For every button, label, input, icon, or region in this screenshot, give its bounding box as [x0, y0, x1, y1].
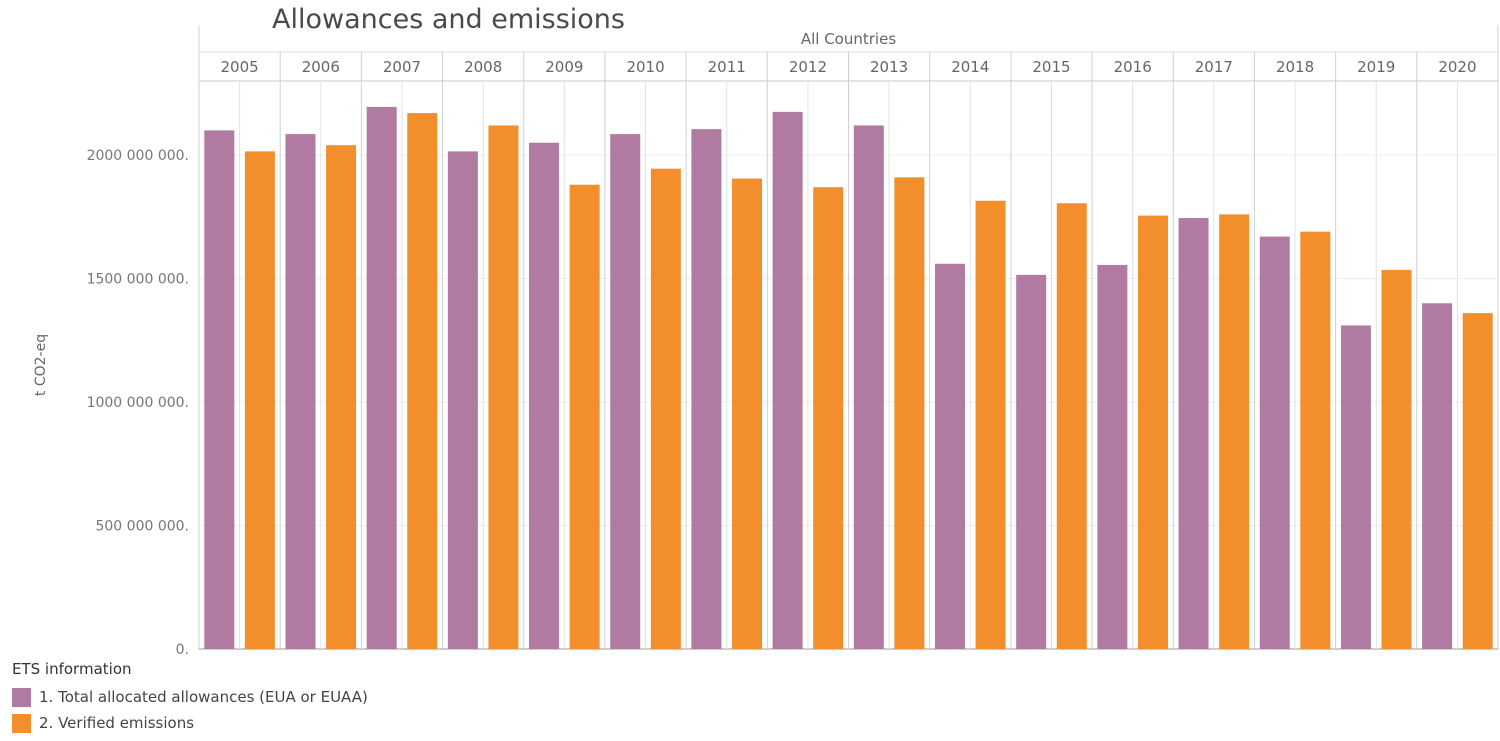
bar-allowances — [1259, 236, 1290, 649]
bar-allowances — [1016, 274, 1047, 649]
bar-allowances — [1097, 264, 1128, 649]
bar-emissions — [732, 178, 763, 649]
bar-emissions — [1381, 269, 1412, 649]
bar-allowances — [610, 134, 641, 650]
bar-allowances — [1178, 218, 1209, 650]
x-tick-label: 2014 — [951, 58, 989, 76]
bar-emissions — [569, 184, 600, 649]
bar-allowances — [934, 263, 965, 649]
legend-item-emissions[interactable]: 2. Verified emissions — [12, 710, 368, 736]
bar-chart: All Countries 0. 500 000 000. 1000 000 000.… — [33, 25, 1499, 658]
bar-emissions — [1462, 313, 1493, 649]
legend-swatch-emissions — [12, 713, 31, 733]
x-tick-label: 2013 — [870, 58, 908, 76]
bar-allowances — [1340, 325, 1371, 649]
x-tick-label: 2018 — [1276, 58, 1314, 76]
x-tick-label: 2005 — [221, 58, 259, 76]
bar-emissions — [975, 200, 1006, 649]
y-tick-label: 1000 000 000. — [87, 395, 189, 411]
bar-allowances — [1422, 303, 1453, 649]
legend-title: ETS information — [12, 660, 132, 678]
bar-emissions — [407, 113, 438, 649]
x-tick-label: 2020 — [1438, 58, 1476, 76]
bar-emissions — [813, 187, 844, 650]
x-tick-label: 2016 — [1114, 58, 1152, 76]
y-tick-label: 1500 000 000. — [87, 272, 189, 288]
x-tick-label: 2007 — [383, 58, 421, 76]
legend-label-emissions: 2. Verified emissions — [39, 714, 195, 732]
y-tick-label: 0. — [176, 642, 189, 658]
panel-header: All Countries — [801, 30, 896, 48]
bar-emissions — [488, 125, 519, 650]
legend-label-allowances: 1. Total allocated allowances (EUA or EU… — [39, 688, 368, 706]
y-tick-label: 500 000 000. — [95, 519, 189, 535]
bar-allowances — [529, 142, 560, 649]
bar-allowances — [772, 111, 803, 649]
bar-emissions — [1137, 215, 1168, 649]
x-tick-label: 2010 — [626, 58, 664, 76]
x-tick-label: 2008 — [464, 58, 502, 76]
x-tick-label: 2015 — [1032, 58, 1070, 76]
bar-emissions — [1300, 231, 1331, 649]
y-tick-label: 2000 000 000. — [87, 148, 189, 164]
bar-allowances — [691, 129, 722, 650]
legend-item-allowances[interactable]: 1. Total allocated allowances (EUA or EU… — [12, 684, 368, 710]
y-axis-label: t CO2-eq — [33, 334, 49, 396]
bar-allowances — [285, 134, 316, 650]
x-tick-label: 2012 — [789, 58, 827, 76]
x-tick-label: 2011 — [708, 58, 746, 76]
legend: ETS information 1. Total allocated allow… — [12, 660, 368, 736]
legend-swatch-allowances — [12, 687, 31, 707]
bar-emissions — [1056, 203, 1087, 650]
bar-allowances — [204, 130, 235, 650]
bar-emissions — [1219, 214, 1250, 650]
x-tick-label: 2006 — [302, 58, 340, 76]
bar-allowances — [853, 125, 884, 650]
bar-emissions — [244, 151, 275, 649]
bar-allowances — [447, 151, 478, 649]
bar-emissions — [650, 168, 681, 650]
bar-emissions — [894, 177, 925, 649]
x-tick-label: 2019 — [1357, 58, 1395, 76]
x-tick-label: 2009 — [545, 58, 583, 76]
x-tick-label: 2017 — [1195, 58, 1233, 76]
bar-emissions — [326, 145, 357, 650]
bar-allowances — [366, 106, 397, 650]
chart-title: Allowances and emissions — [272, 4, 625, 35]
